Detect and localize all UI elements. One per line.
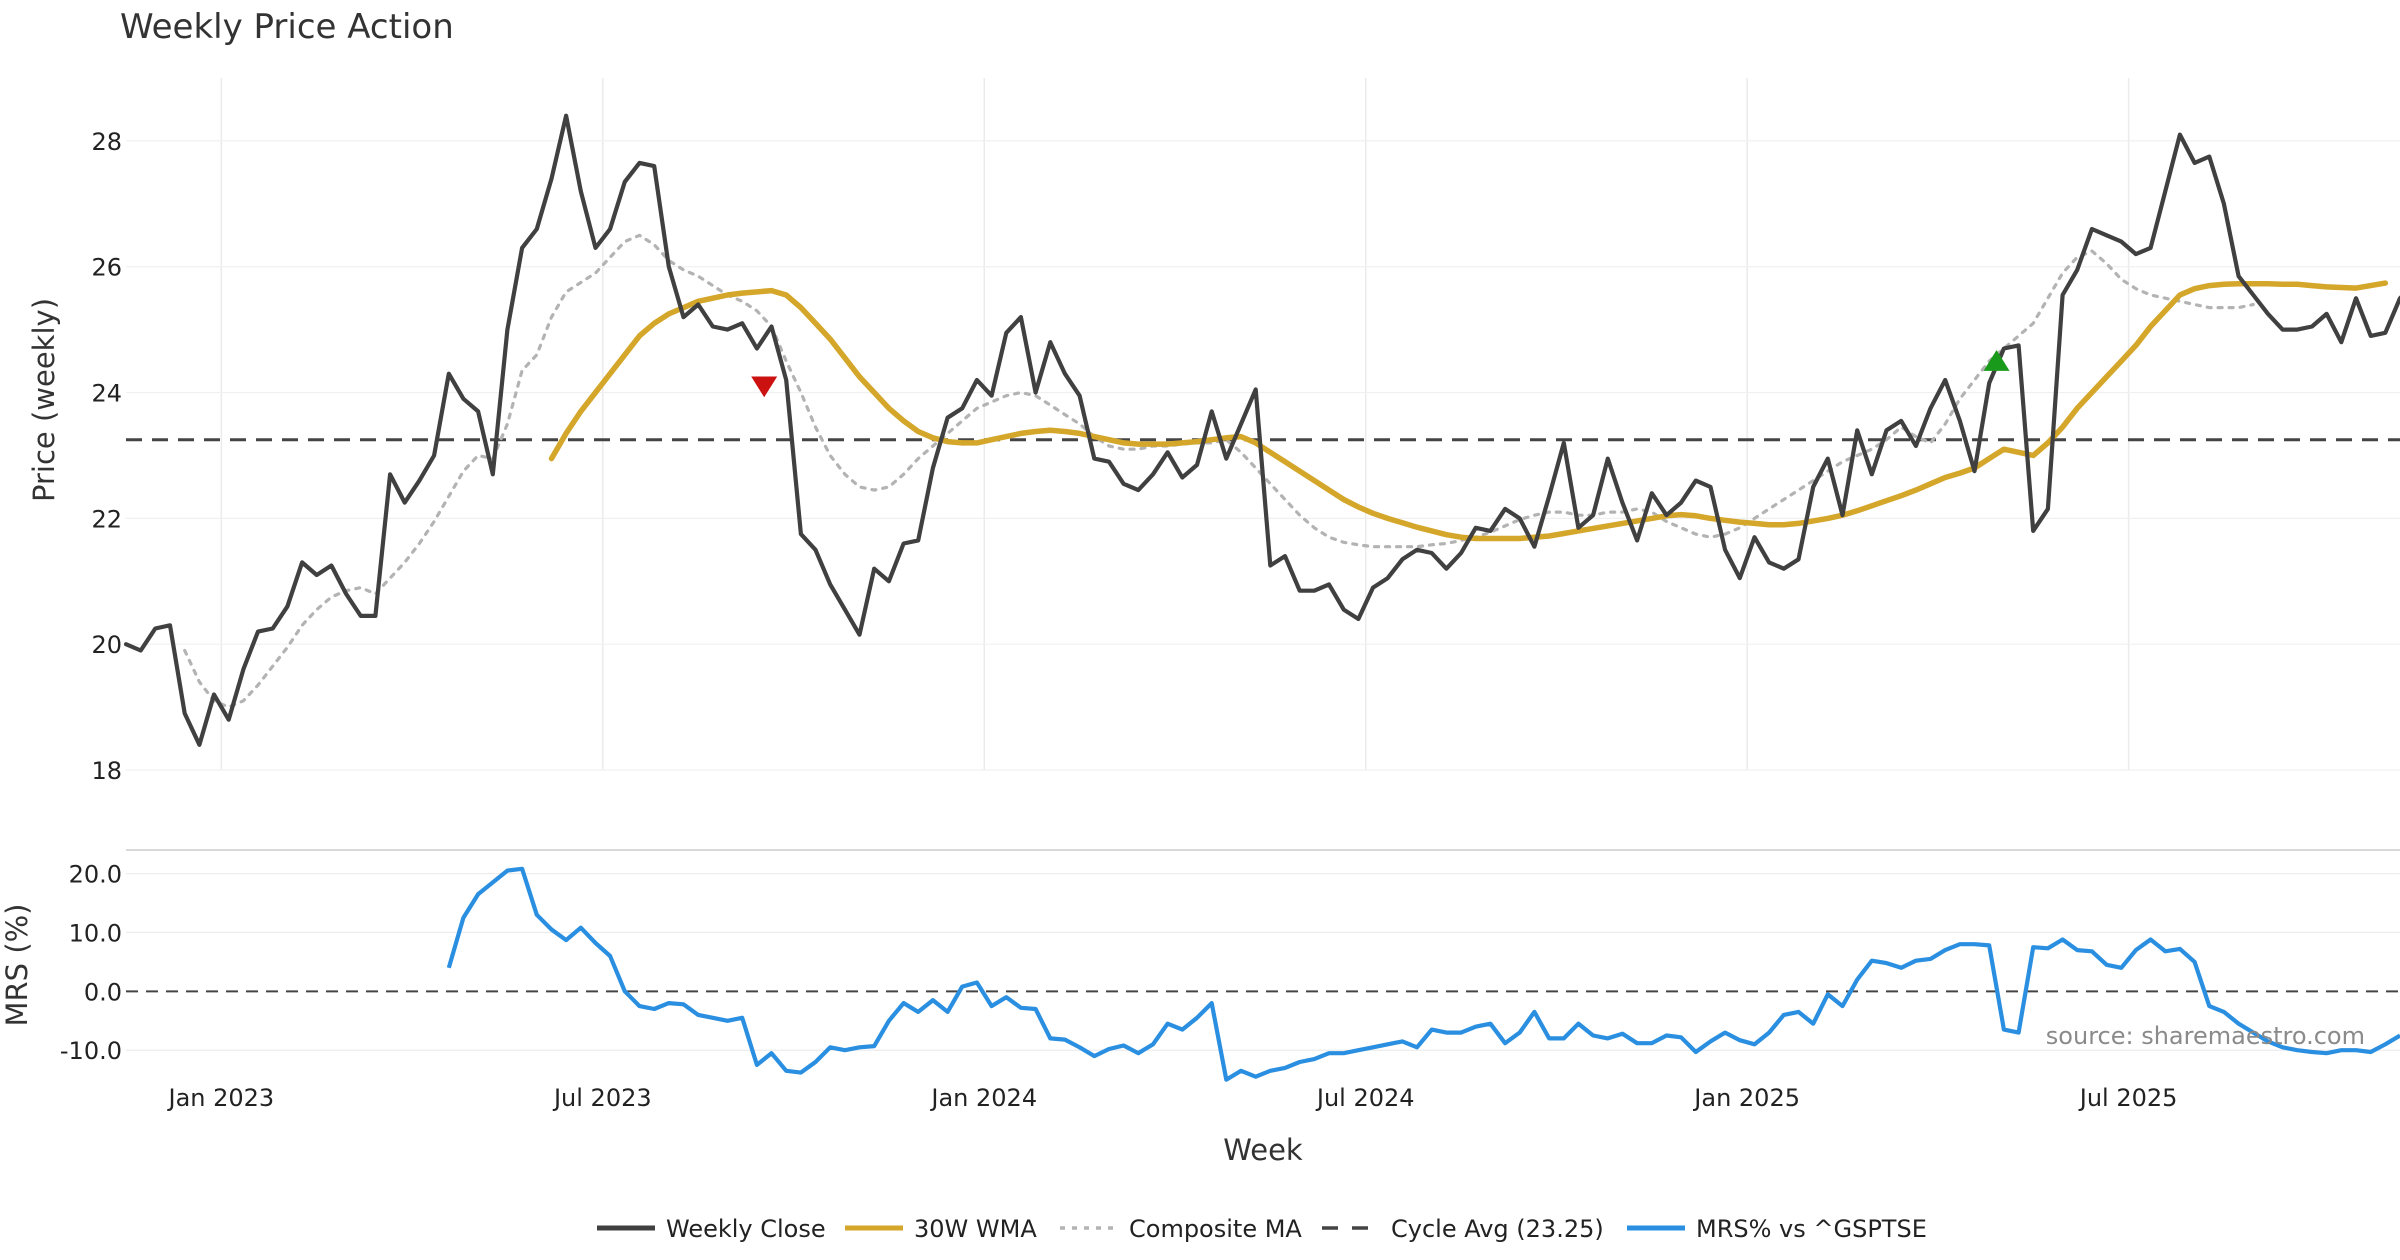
wma-30w-line — [548, 280, 2389, 542]
price-y-tick-label: 22 — [91, 505, 122, 533]
weekly-close-line — [123, 113, 2400, 747]
mrs-y-tick-label: 0.0 — [84, 978, 122, 1006]
mrs-y-tick-label: -10.0 — [60, 1037, 122, 1065]
sell-signal-marker — [751, 376, 778, 398]
chart-title: Weekly Price Action — [120, 7, 454, 47]
price-y-tick-label: 20 — [91, 631, 122, 659]
x-axis-label: Week — [1223, 1133, 1303, 1167]
price-y-axis-label: Price (weekly) — [27, 298, 61, 502]
legend-label: 30W WMA — [914, 1215, 1037, 1243]
x-tick-label: Jan 2024 — [929, 1084, 1037, 1112]
price-y-tick-label: 28 — [91, 128, 122, 156]
price-y-tick-label: 24 — [91, 380, 122, 408]
legend-label: Composite MA — [1129, 1215, 1302, 1243]
price-y-tick-label: 18 — [91, 757, 122, 785]
legend-label: Weekly Close — [666, 1215, 826, 1243]
source-credit: source: sharemaestro.com — [2046, 1022, 2365, 1050]
legend-label: MRS% vs ^GSPTSE — [1696, 1215, 1927, 1243]
x-tick-label: Jul 2025 — [2078, 1084, 2178, 1112]
x-tick-label: Jan 2023 — [167, 1084, 275, 1112]
mrs-y-tick-label: 10.0 — [69, 919, 122, 947]
price-y-tick-label: 26 — [91, 254, 122, 282]
mrs-line — [446, 866, 2400, 1082]
x-tick-label: Jul 2024 — [1315, 1084, 1415, 1112]
x-tick-label: Jul 2023 — [552, 1084, 652, 1112]
legend-label: Cycle Avg (23.25) — [1391, 1215, 1604, 1243]
x-tick-label: Jan 2025 — [1692, 1084, 1800, 1112]
mrs-y-tick-label: 20.0 — [69, 861, 122, 889]
mrs-y-axis-label: MRS (%) — [0, 904, 34, 1027]
chart-legend: Weekly Close 30W WMA Composite MA Cycle Avg… — [597, 1215, 1927, 1243]
buy-signal-marker — [1983, 350, 2010, 371]
